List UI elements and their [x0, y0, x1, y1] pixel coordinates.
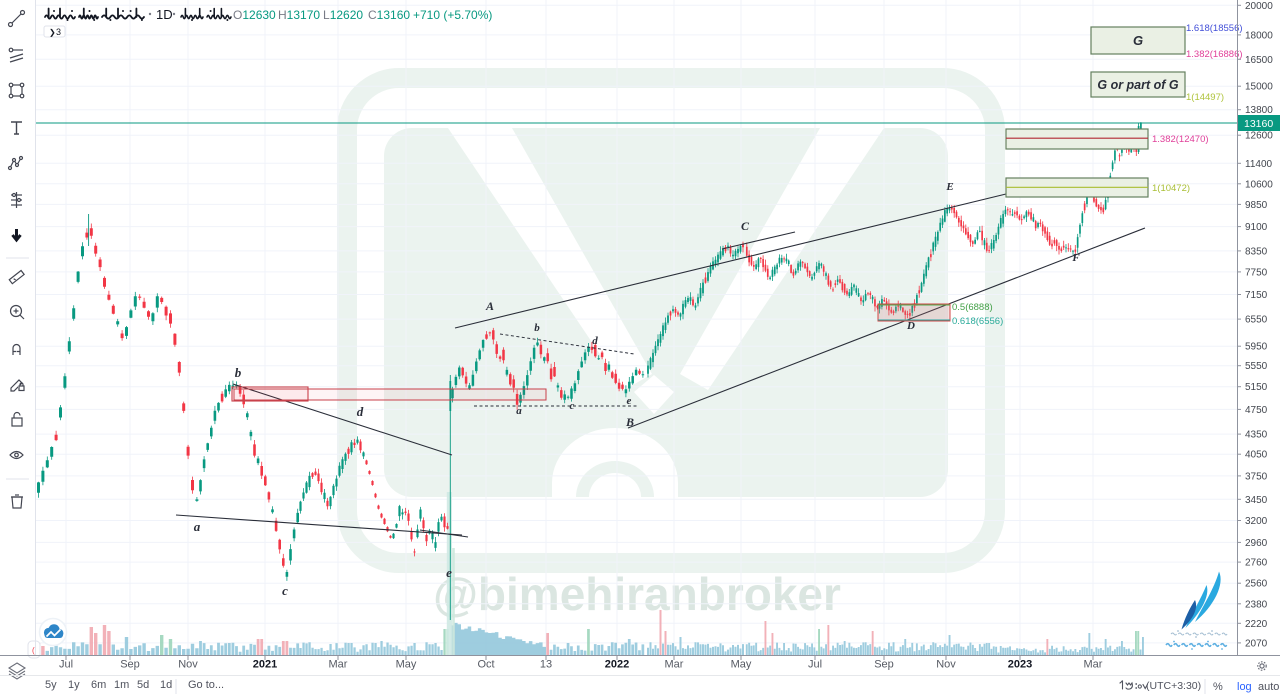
svg-text:log: log — [1237, 681, 1252, 693]
svg-text:Jul: Jul — [59, 659, 73, 671]
svg-text:1(10472): 1(10472) — [1152, 183, 1190, 194]
svg-text:G or part of G: G or part of G — [1097, 78, 1179, 92]
svg-text:4750: 4750 — [1245, 405, 1268, 416]
svg-text:2022: 2022 — [605, 659, 629, 671]
svg-text:❯: ❯ — [49, 28, 56, 37]
svg-text:1.382(12470): 1.382(12470) — [1152, 134, 1209, 145]
svg-text:(UTC+3:30): (UTC+3:30) — [1146, 680, 1201, 692]
svg-text:+710 (+5.70%): +710 (+5.70%) — [413, 8, 492, 22]
svg-text:Nov: Nov — [178, 659, 198, 671]
svg-text:d: d — [357, 404, 364, 419]
svg-text:b: b — [534, 322, 540, 334]
svg-text:Sep: Sep — [874, 659, 894, 671]
svg-text:18000: 18000 — [1245, 30, 1273, 41]
svg-text:1(14497): 1(14497) — [1186, 92, 1224, 103]
svg-text:3750: 3750 — [1245, 471, 1268, 482]
svg-text:7750: 7750 — [1245, 267, 1268, 278]
svg-text:1.618(18556): 1.618(18556) — [1186, 23, 1243, 34]
svg-text:@bimehiranbroker: @bimehiranbroker — [433, 568, 841, 620]
svg-text:3450: 3450 — [1245, 495, 1268, 506]
svg-text:B: B — [625, 415, 634, 429]
svg-text:Oct: Oct — [477, 659, 494, 671]
svg-text:2070: 2070 — [1245, 638, 1268, 649]
svg-text:Go to...: Go to... — [188, 679, 224, 691]
svg-text:2560: 2560 — [1245, 579, 1268, 590]
svg-text:1d: 1d — [160, 679, 172, 691]
svg-text:5150: 5150 — [1245, 382, 1268, 393]
svg-text:2760: 2760 — [1245, 558, 1268, 569]
svg-text:(: ( — [32, 646, 35, 655]
svg-text:C13160: C13160 — [368, 8, 410, 22]
svg-text:Nov: Nov — [936, 659, 956, 671]
svg-text:b: b — [235, 365, 242, 380]
svg-text:6550: 6550 — [1245, 315, 1268, 326]
svg-text:8350: 8350 — [1245, 246, 1268, 257]
svg-text:May: May — [396, 659, 417, 671]
svg-text:3: 3 — [56, 27, 61, 37]
svg-text:0.5(6888): 0.5(6888) — [952, 302, 993, 313]
svg-text:L12620: L12620 — [323, 8, 363, 22]
svg-text:1D: 1D — [156, 7, 173, 22]
svg-text:Sep: Sep — [120, 659, 140, 671]
svg-text:Mar: Mar — [329, 659, 348, 671]
svg-text:Mar: Mar — [1084, 659, 1103, 671]
svg-text:%: % — [1213, 681, 1223, 693]
svg-text:c: c — [282, 583, 288, 598]
svg-text:D: D — [906, 320, 915, 332]
svg-text:11400: 11400 — [1245, 159, 1273, 170]
svg-text:1y: 1y — [68, 679, 80, 691]
svg-text:a: a — [516, 405, 522, 417]
svg-text:4350: 4350 — [1245, 430, 1268, 441]
svg-text:13160: 13160 — [1244, 118, 1273, 130]
svg-text:1.382(16886): 1.382(16886) — [1186, 49, 1243, 60]
svg-text:5d: 5d — [137, 679, 149, 691]
svg-text:C: C — [741, 219, 750, 233]
svg-text:16500: 16500 — [1245, 55, 1273, 66]
svg-text:G: G — [1133, 33, 1143, 48]
svg-text:2023: 2023 — [1008, 659, 1032, 671]
svg-text:c: c — [570, 400, 575, 412]
svg-text:5950: 5950 — [1245, 342, 1268, 353]
svg-text:2960: 2960 — [1245, 538, 1268, 549]
svg-text:A: A — [485, 299, 494, 313]
svg-text:Jul: Jul — [808, 659, 822, 671]
svg-text:12600: 12600 — [1245, 131, 1273, 142]
svg-text:2380: 2380 — [1245, 599, 1268, 610]
svg-text:20000: 20000 — [1245, 1, 1273, 12]
svg-text:May: May — [731, 659, 752, 671]
svg-text:e: e — [627, 395, 632, 407]
svg-text:13: 13 — [540, 659, 552, 671]
svg-text:2021: 2021 — [253, 659, 277, 671]
svg-text:0.618(6556): 0.618(6556) — [952, 316, 1003, 327]
svg-text:10600: 10600 — [1245, 179, 1273, 190]
svg-text:E: E — [945, 181, 953, 193]
svg-text:a: a — [194, 519, 201, 534]
svg-text:5550: 5550 — [1245, 361, 1268, 372]
svg-text:6m: 6m — [91, 679, 106, 691]
svg-text:auto: auto — [1258, 681, 1279, 693]
svg-text:4050: 4050 — [1245, 450, 1268, 461]
svg-text:9850: 9850 — [1245, 200, 1268, 211]
svg-text:O12630: O12630 — [233, 8, 276, 22]
svg-text:15000: 15000 — [1245, 82, 1273, 93]
svg-text:e: e — [446, 565, 452, 580]
svg-text:9100: 9100 — [1245, 222, 1268, 233]
svg-text:H13170: H13170 — [278, 8, 320, 22]
svg-text:1m: 1m — [114, 679, 129, 691]
svg-text:F: F — [1071, 252, 1080, 264]
svg-text:3200: 3200 — [1245, 516, 1268, 527]
svg-text:d: d — [592, 335, 598, 347]
svg-text:13800: 13800 — [1245, 105, 1273, 116]
svg-text:Mar: Mar — [665, 659, 684, 671]
svg-text:7150: 7150 — [1245, 290, 1268, 301]
svg-text:5y: 5y — [45, 679, 57, 691]
svg-text:2220: 2220 — [1245, 619, 1268, 630]
